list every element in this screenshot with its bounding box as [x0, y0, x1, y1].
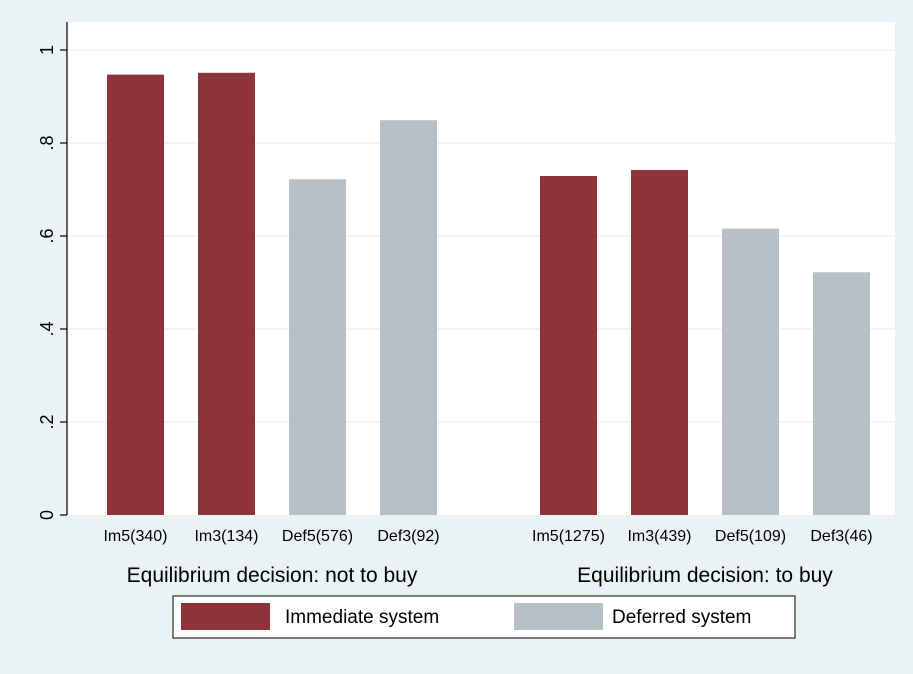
group-labels: Equilibrium decision: not to buy Equilibr…: [127, 564, 834, 587]
legend-box: [172, 595, 796, 639]
y-tick-label: 1: [37, 45, 57, 55]
bar: [813, 272, 870, 515]
group-label: Equilibrium decision: not to buy: [127, 564, 418, 587]
bar: [540, 176, 597, 515]
category-label: Im5(1275): [532, 528, 605, 545]
legend-swatch: [514, 603, 603, 630]
category-label: Def5(109): [715, 528, 786, 545]
legend-label: Deferred system: [612, 607, 751, 628]
category-label: Im3(134): [194, 528, 258, 545]
y-axis-ticks: 0 .2 .4 .6 .8 1: [37, 45, 67, 520]
legend: Immediate system Deferred system: [172, 595, 796, 639]
bar: [107, 74, 164, 516]
category-label: Im3(439): [627, 528, 691, 545]
bars: [107, 72, 870, 516]
group-label: Equilibrium decision: to buy: [577, 564, 833, 587]
bar: [198, 72, 255, 515]
bar: [380, 120, 437, 515]
bar: [722, 228, 779, 515]
legend-label: Immediate system: [285, 607, 439, 628]
bar: [289, 179, 346, 515]
category-label: Im5(340): [103, 528, 167, 545]
category-label: Def3(46): [810, 528, 872, 545]
category-label: Def5(576): [282, 528, 353, 545]
legend-swatch: [181, 603, 270, 630]
y-tick-label: 0: [37, 510, 57, 520]
category-labels: Im5(340) Im3(134) Def5(576) Def3(92) Im5(127…: [103, 528, 872, 545]
bar: [631, 169, 688, 515]
y-tick-label: .6: [37, 228, 57, 243]
y-tick-label: .8: [37, 135, 57, 150]
y-tick-label: .2: [37, 414, 57, 429]
category-label: Def3(92): [377, 528, 439, 545]
y-tick-label: .4: [37, 321, 57, 336]
